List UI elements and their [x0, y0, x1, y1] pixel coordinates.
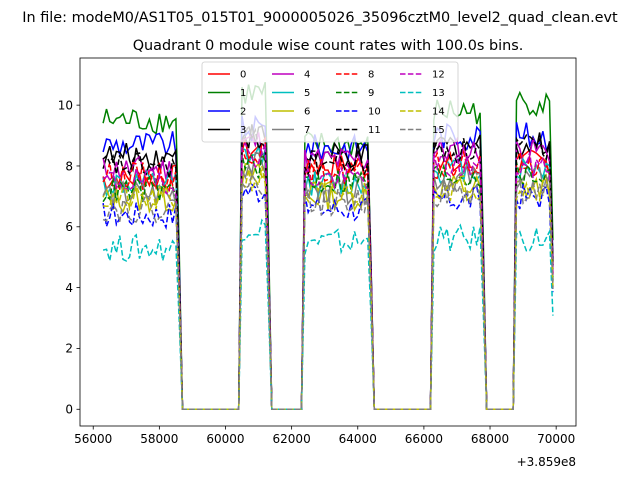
- series-line-8: [102, 136, 554, 411]
- x-tick-label: 60000: [206, 432, 244, 446]
- y-tick-label: 4: [65, 281, 73, 295]
- x-tick-label: 56000: [74, 432, 112, 446]
- y-axis: 0 2 4 6 8 10: [58, 98, 80, 417]
- legend-label-7: 7: [304, 125, 310, 136]
- series-line-14: [103, 166, 554, 411]
- legend-label-10: 10: [368, 107, 381, 118]
- figure-suptitle: In file: modeM0/AS1T05_015T01_9000005026…: [22, 10, 618, 26]
- series-line-15: [102, 172, 554, 411]
- axes-frame: [79, 57, 577, 427]
- y-tick-label: 6: [65, 220, 73, 234]
- x-tick-label: 62000: [273, 432, 311, 446]
- legend-label-15: 15: [432, 125, 445, 136]
- legend-label-14: 14: [432, 107, 445, 118]
- legend-label-3: 3: [240, 125, 246, 136]
- legend-label-9: 9: [368, 88, 374, 99]
- legend-label-4: 4: [304, 70, 310, 81]
- x-tick-label: 66000: [405, 432, 443, 446]
- chart-title: Quadrant 0 module wise count rates with …: [133, 38, 524, 54]
- y-tick-label: 2: [65, 342, 73, 356]
- x-axis-offset-label: +3.859e8: [517, 455, 576, 469]
- y-tick-label: 0: [65, 403, 73, 417]
- legend-label-1: 1: [240, 88, 246, 99]
- x-tick-label: 68000: [471, 432, 509, 446]
- legend-label-0: 0: [240, 70, 246, 81]
- legend-label-13: 13: [432, 88, 445, 99]
- series-line-11: [102, 123, 554, 411]
- series-line-12: [102, 142, 554, 411]
- legend-label-12: 12: [432, 70, 445, 81]
- y-tick-label: 8: [65, 159, 73, 173]
- x-axis: 56000 58000 60000 62000 64000 66000 68000 70000: [74, 426, 575, 446]
- legend-label-5: 5: [304, 88, 310, 99]
- y-tick-label: 10: [58, 98, 73, 112]
- legend-label-6: 6: [304, 107, 310, 118]
- x-tick-label: 70000: [537, 432, 575, 446]
- series-line-13: [102, 218, 554, 411]
- x-tick-label: 58000: [140, 432, 178, 446]
- legend-box: [201, 61, 459, 143]
- legend-label-11: 11: [368, 125, 381, 136]
- x-tick-label: 64000: [339, 432, 377, 446]
- legend-label-2: 2: [240, 107, 246, 118]
- legend-label-8: 8: [368, 70, 374, 81]
- plot-area: [79, 57, 577, 427]
